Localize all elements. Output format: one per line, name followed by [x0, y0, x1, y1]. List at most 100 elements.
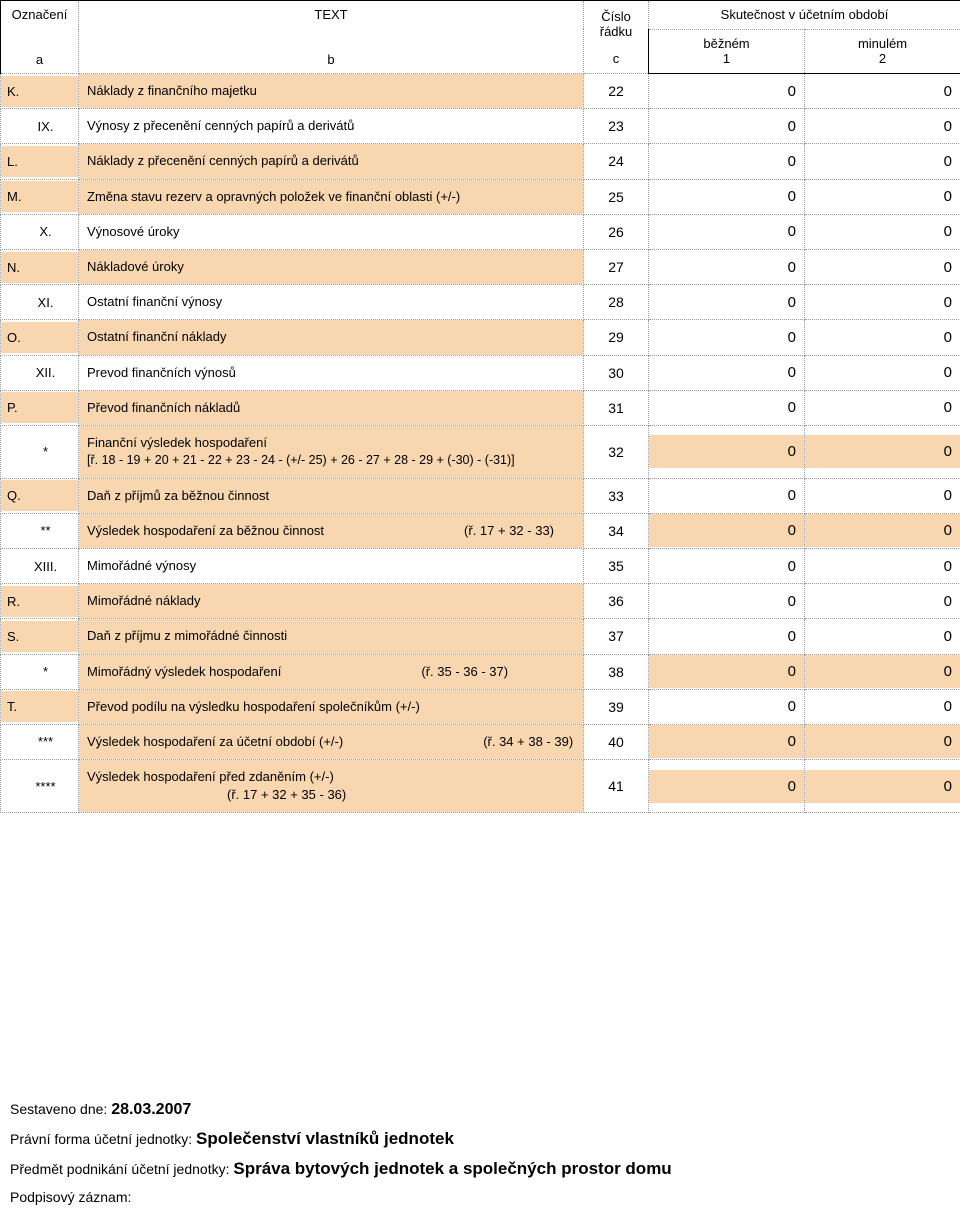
cell-value-current: 0: [649, 320, 805, 355]
table-row: S.Daň z příjmu z mimořádné činnosti3700: [1, 619, 960, 654]
oznaceni-value: XII.: [1, 357, 78, 388]
cell-text: Mimořádné výnosy: [79, 548, 584, 583]
cell-value-current: 0: [649, 689, 805, 724]
table-row: *Finanční výsledek hospodaření[ř. 18 - 1…: [1, 425, 960, 478]
compiled-label: Sestaveno dne:: [10, 1101, 107, 1117]
row-number: 22: [584, 75, 648, 107]
text-main: Daň z příjmů za běžnou činnost: [87, 488, 269, 503]
value-current: 0: [649, 479, 804, 512]
oznaceni-value: K.: [1, 76, 78, 107]
value-current: 0: [649, 180, 804, 213]
subject-label: Předmět podnikání účetní jednotky:: [10, 1161, 229, 1177]
hdr-row-label: Číslo řádku: [600, 9, 633, 39]
cell-text: Mimořádný výsledek hospodaření(ř. 35 - 3…: [79, 654, 584, 689]
cell-text: Prevod finančních výnosů: [79, 355, 584, 390]
value-current: 0: [649, 620, 804, 653]
text-main: Mimořádný výsledek hospodaření: [87, 664, 281, 679]
cell-value-previous: 0: [805, 689, 960, 724]
value-current: 0: [649, 725, 804, 758]
value-previous: 0: [805, 391, 960, 424]
row-number: 41: [584, 770, 648, 802]
hdr-current-label: běžném: [703, 36, 749, 51]
cell-value-current: 0: [649, 285, 805, 320]
cell-oznaceni: R.: [1, 584, 79, 619]
value-previous: 0: [805, 321, 960, 354]
cell-row-number: 25: [584, 179, 649, 214]
cell-row-number: 38: [584, 654, 649, 689]
cell-oznaceni: ***: [1, 724, 79, 759]
hdr-row: Číslo řádku c: [584, 1, 649, 74]
cell-value-previous: 0: [805, 760, 960, 813]
table-row: ***Výsledek hospodaření za účetní období…: [1, 724, 960, 759]
table-body: K.Náklady z finančního majetku2200IX.Výn…: [1, 74, 960, 813]
cell-value-previous: 0: [805, 355, 960, 390]
value-previous: 0: [805, 356, 960, 389]
cell-value-current: 0: [649, 144, 805, 179]
oznaceni-value: P.: [1, 392, 78, 423]
table-row: IX.Výnosy z přecenění cenných papírů a d…: [1, 109, 960, 144]
cell-text: Nákladové úroky: [79, 249, 584, 284]
oznaceni-value: T.: [1, 691, 78, 722]
value-current: 0: [649, 251, 804, 284]
value-previous: 0: [805, 725, 960, 758]
text-main: Mimořádné výnosy: [87, 558, 196, 573]
value-previous: 0: [805, 479, 960, 512]
cell-oznaceni: IX.: [1, 109, 79, 144]
text-formula: (ř. 17 + 32 + 35 - 36): [227, 786, 346, 804]
cell-text: Výnosové úroky: [79, 214, 584, 249]
row-number: 33: [584, 480, 648, 512]
signature-label: Podpisový záznam:: [10, 1189, 131, 1205]
table-row: L.Náklady z přecenění cenných papírů a d…: [1, 144, 960, 179]
table-row: Q.Daň z příjmů za běžnou činnost3300: [1, 478, 960, 513]
text-main: Výnosové úroky: [87, 224, 180, 239]
cell-text: Daň z příjmu z mimořádné činnosti: [79, 619, 584, 654]
cell-text: Finanční výsledek hospodaření[ř. 18 - 19…: [79, 425, 584, 478]
text-main: Výsledek hospodaření před zdaněním (+/-): [87, 769, 334, 784]
oznaceni-value: O.: [1, 322, 78, 353]
cell-row-number: 28: [584, 285, 649, 320]
hdr-oznaceni-label: Označení: [12, 7, 68, 22]
cell-value-previous: 0: [805, 320, 960, 355]
table-header: Označení a TEXT b Číslo řádku c: [1, 1, 960, 74]
cell-text: Daň z příjmů za běžnou činnost: [79, 478, 584, 513]
row-number: 25: [584, 181, 648, 213]
oznaceni-value: X.: [1, 216, 78, 247]
table-row: N.Nákladové úroky2700: [1, 249, 960, 284]
cell-oznaceni: O.: [1, 320, 79, 355]
cell-value-previous: 0: [805, 74, 960, 109]
cell-value-current: 0: [649, 425, 805, 478]
cell-value-previous: 0: [805, 513, 960, 548]
value-previous: 0: [805, 690, 960, 723]
cell-value-current: 0: [649, 513, 805, 548]
value-current: 0: [649, 655, 804, 688]
table-row: ** Výsledek hospodaření za běžnou činnost…: [1, 513, 960, 548]
cell-oznaceni: L.: [1, 144, 79, 179]
cell-text: Náklady z finančního majetku: [79, 74, 584, 109]
subject: Správa bytových jednotek a společných pr…: [233, 1159, 671, 1178]
oznaceni-value: XI.: [1, 287, 78, 318]
cell-row-number: 22: [584, 74, 649, 109]
cell-value-previous: 0: [805, 548, 960, 583]
value-previous: 0: [805, 620, 960, 653]
text-main: Výsledek hospodaření za běžnou činnost: [87, 523, 324, 538]
oznaceni-value: **: [1, 515, 78, 546]
value-current: 0: [649, 356, 804, 389]
cell-text: Výnosy z přecenění cenných papírů a deri…: [79, 109, 584, 144]
cell-row-number: 41: [584, 760, 649, 813]
cell-value-previous: 0: [805, 285, 960, 320]
cell-row-number: 34: [584, 513, 649, 548]
text-main: Mimořádné náklady: [87, 593, 200, 608]
cell-text: Výsledek hospodaření před zdaněním (+/-)…: [79, 760, 584, 813]
cell-value-current: 0: [649, 214, 805, 249]
value-previous: 0: [805, 770, 960, 803]
value-previous: 0: [805, 145, 960, 178]
oznaceni-value: *: [1, 436, 78, 467]
signature-line: Podpisový záznam:: [10, 1189, 950, 1205]
financial-table: Označení a TEXT b Číslo řádku c: [0, 0, 960, 813]
cell-value-current: 0: [649, 619, 805, 654]
cell-row-number: 30: [584, 355, 649, 390]
cell-value-current: 0: [649, 109, 805, 144]
value-current: 0: [649, 770, 804, 803]
cell-oznaceni: Q.: [1, 478, 79, 513]
cell-value-current: 0: [649, 390, 805, 425]
